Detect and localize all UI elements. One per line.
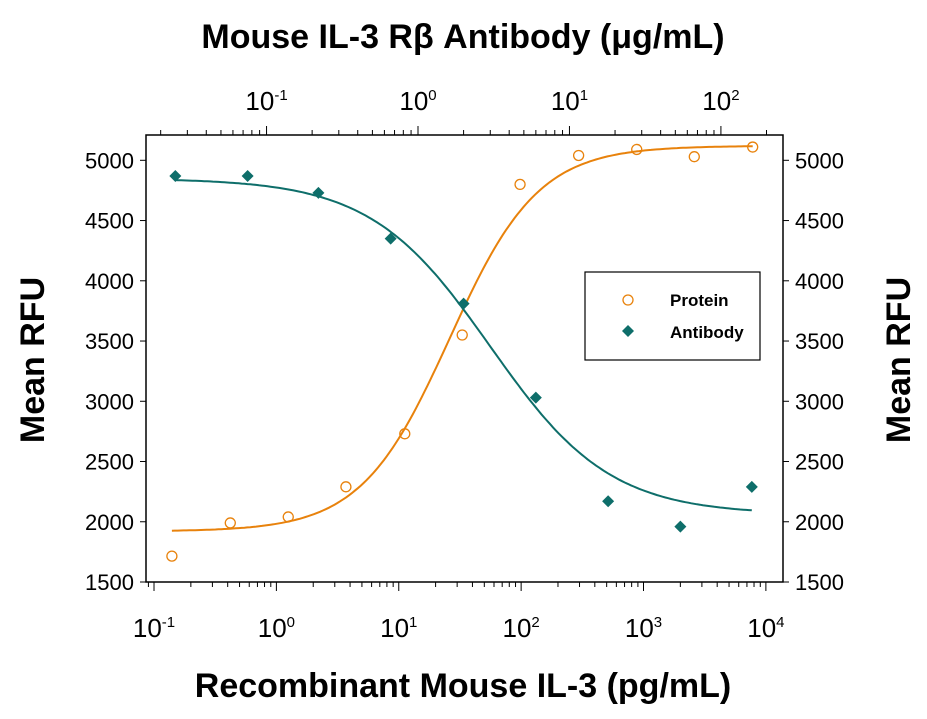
- y-tick-label-right: 3000: [795, 389, 844, 414]
- data-point-antibody: [602, 495, 615, 508]
- data-point-protein: [166, 550, 178, 562]
- data-point-antibody: [745, 480, 758, 493]
- y-tick-label: 1500: [85, 570, 134, 595]
- y-tick-label: 2000: [85, 510, 134, 535]
- y-tick-label-right: 5000: [795, 148, 844, 173]
- data-point-antibody: [457, 297, 470, 310]
- x2-tick-label: 101: [551, 86, 588, 116]
- data-point-protein: [456, 329, 468, 341]
- y-tick-label: 4500: [85, 209, 134, 234]
- legend-protein-marker: [622, 294, 634, 306]
- y-tick-label-right: 4500: [795, 209, 844, 234]
- y-tick-label: 5000: [85, 148, 134, 173]
- data-point-antibody: [312, 186, 325, 199]
- data-point-protein: [688, 151, 700, 163]
- y-tick-label-right: 2500: [795, 450, 844, 475]
- data-point-protein: [399, 428, 411, 440]
- plot-frame: [145, 134, 784, 583]
- data-point-antibody: [241, 169, 254, 182]
- data-point-protein: [514, 178, 526, 191]
- x2-tick-label: 102: [702, 86, 739, 116]
- data-point-antibody: [529, 391, 542, 404]
- y-tick-label-right: 3500: [795, 329, 844, 354]
- y-tick-label: 3000: [85, 389, 134, 414]
- y-axis-label: Mean RFU: [14, 277, 52, 443]
- data-point-protein: [282, 511, 294, 523]
- data-point-antibody: [674, 520, 687, 533]
- data-point-antibody: [169, 169, 182, 182]
- y-tick-label: 4000: [85, 269, 134, 294]
- legend-antibody-marker: [622, 325, 634, 337]
- x-axis-label: Recombinant Mouse IL-3 (pg/mL): [195, 667, 731, 705]
- y-tick-label-right: 4000: [795, 269, 844, 294]
- x-tick-label: 10-1: [133, 613, 175, 643]
- data-point-protein: [340, 481, 352, 493]
- data-point-antibody: [384, 232, 397, 245]
- x-tick-label: 102: [503, 613, 540, 643]
- legend-protein-label: Protein: [670, 291, 729, 310]
- x-tick-label: 103: [625, 613, 662, 643]
- legend-antibody-label: Antibody: [670, 323, 744, 342]
- y-tick-label: 2500: [85, 450, 134, 475]
- data-point-protein: [747, 141, 759, 153]
- legend: Protein Antibody: [584, 271, 761, 361]
- x-tick-label: 100: [258, 613, 295, 643]
- y-tick-label-right: 1500: [795, 570, 844, 595]
- y-axis-label-right: Mean RFU: [880, 277, 918, 443]
- data-point-protein: [572, 149, 585, 162]
- data-point-protein: [631, 143, 643, 156]
- fit-curve-protein: [171, 145, 753, 532]
- x2-tick-label: 100: [399, 86, 436, 116]
- y-tick-label-right: 2000: [795, 510, 844, 535]
- y-tick-label: 3500: [85, 329, 134, 354]
- data-point-protein: [224, 517, 236, 529]
- x2-tick-label: 10-1: [245, 86, 287, 116]
- x-tick-label: 101: [380, 613, 417, 643]
- chart-title: Mouse IL-3 Rβ Antibody (μg/mL): [201, 18, 724, 56]
- x-tick-label: 104: [747, 613, 784, 643]
